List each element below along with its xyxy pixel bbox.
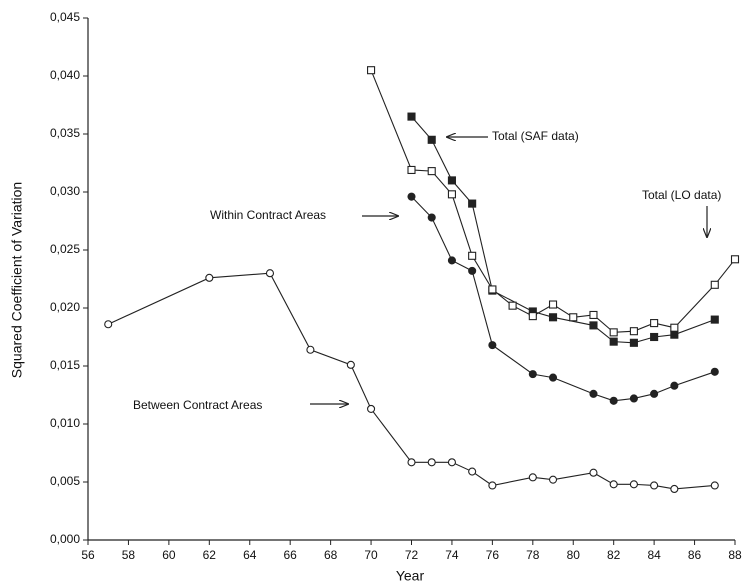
data-point [589,468,598,477]
data-point [629,338,638,347]
data-point [447,176,456,185]
data-point [306,345,315,354]
data-point [427,135,436,144]
y-tick-label: 0,015 [50,358,80,372]
data-point [447,256,456,265]
data-point [528,473,537,482]
data-point [548,300,558,309]
data-point [670,381,679,390]
data-point [488,341,497,350]
data-point [650,332,659,342]
data-point [650,319,659,328]
x-tick-label: 62 [203,548,217,562]
x-tick-label: 86 [688,548,702,562]
data-point [670,330,679,339]
data-point [548,373,558,382]
data-point [488,285,497,294]
data-point [407,112,416,121]
data-point [670,484,679,494]
y-tick-label: 0,000 [50,532,80,546]
x-tick-label: 72 [405,548,419,562]
x-tick-label: 68 [324,548,338,562]
data-point [609,396,618,405]
data-point [710,280,719,289]
data-point [710,481,719,490]
data-point [367,66,376,75]
data-point [468,251,477,260]
x-tick-label: 66 [284,548,298,562]
data-point [508,301,517,310]
data-point [589,310,598,320]
series-label: Within Contract Areas [210,208,326,222]
x-tick-label: 58 [122,548,136,562]
data-point [427,213,436,222]
y-tick-label: 0,005 [50,474,80,488]
data-point [205,273,214,282]
x-tick-label: 74 [445,548,459,562]
data-point [710,315,719,324]
y-tick-label: 0,025 [50,242,80,256]
x-axis-title: Year [396,568,425,584]
x-tick-label: 84 [647,548,661,562]
data-point [447,190,456,199]
data-point [528,370,537,379]
data-point [407,165,416,175]
data-point [629,327,638,336]
y-tick-label: 0,040 [50,68,80,82]
data-point [609,328,618,337]
data-point [488,481,497,490]
y-tick-label: 0,020 [50,300,80,314]
y-axis-title: Squared Coefficient of Variation [9,182,25,378]
data-point [589,321,598,330]
x-tick-label: 78 [526,548,540,562]
data-point [609,337,618,346]
x-tick-label: 88 [728,548,742,562]
x-tick-label: 60 [162,548,176,562]
x-tick-label: 76 [486,548,500,562]
data-point [609,480,618,489]
data-point [730,255,740,264]
data-point [427,167,436,176]
y-tick-label: 0,045 [50,10,80,24]
data-point [104,320,113,329]
data-point [407,192,416,201]
data-point [548,313,558,322]
data-point [528,312,537,321]
data-point [670,323,679,332]
y-tick-label: 0,035 [50,126,80,140]
data-point [447,458,456,467]
x-tick-label: 70 [364,548,378,562]
data-point [569,313,578,322]
x-tick-label: 64 [243,548,257,562]
data-point [629,394,638,403]
x-tick-label: 56 [81,548,95,562]
data-point [407,458,416,467]
data-point [468,467,477,476]
x-tick-label: 82 [607,548,621,562]
data-point [650,481,659,490]
data-point [589,389,598,398]
data-point [468,266,477,275]
data-point [710,367,719,376]
data-point [265,269,275,278]
series-label: Between Contract Areas [133,398,262,412]
series-line [411,116,715,344]
y-tick-label: 0,010 [50,416,80,430]
data-point [548,475,558,484]
y-tick-label: 0,030 [50,184,80,198]
data-point [468,199,477,208]
x-tick-label: 80 [567,548,581,562]
series-line [411,196,715,402]
data-point [346,360,355,369]
series-label: Total (LO data) [642,188,721,202]
series-line [107,272,715,490]
series-label: Total (SAF data) [492,129,579,143]
data-point [650,389,659,398]
data-point [367,404,376,413]
data-point [629,480,638,489]
data-point [427,458,436,467]
